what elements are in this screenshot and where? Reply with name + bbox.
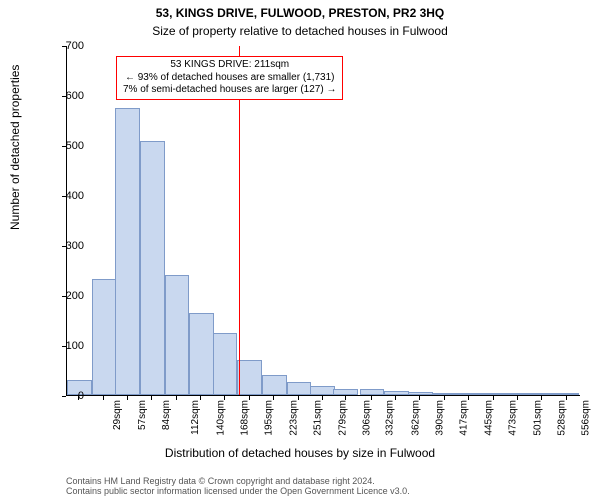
x-tick-mark bbox=[127, 396, 128, 400]
y-tick-mark bbox=[62, 396, 66, 397]
x-tick-label: 390sqm bbox=[435, 400, 446, 436]
x-tick-label: 223sqm bbox=[288, 400, 299, 436]
histogram-bar bbox=[165, 275, 190, 395]
histogram-bar bbox=[189, 313, 214, 396]
y-axis-label: Number of detached properties bbox=[8, 65, 22, 230]
x-tick-mark bbox=[444, 396, 445, 400]
y-tick-mark bbox=[62, 346, 66, 347]
x-tick-mark bbox=[517, 396, 518, 400]
x-tick-mark bbox=[566, 396, 567, 400]
reference-annotation-box: 53 KINGS DRIVE: 211sqm ← 93% of detached… bbox=[116, 56, 343, 100]
chart-title-address: 53, KINGS DRIVE, FULWOOD, PRESTON, PR2 3… bbox=[0, 6, 600, 20]
x-tick-mark bbox=[249, 396, 250, 400]
histogram-bar bbox=[310, 386, 335, 395]
x-tick-mark bbox=[493, 396, 494, 400]
x-tick-mark bbox=[395, 396, 396, 400]
annotation-line-2: ← 93% of detached houses are smaller (1,… bbox=[123, 72, 336, 85]
histogram-bar bbox=[360, 389, 385, 396]
annotation-line-3: 7% of semi-detached houses are larger (1… bbox=[123, 84, 336, 97]
x-tick-mark bbox=[419, 396, 420, 400]
x-tick-label: 112sqm bbox=[190, 400, 201, 435]
histogram-bar bbox=[333, 389, 358, 395]
x-tick-label: 140sqm bbox=[215, 400, 226, 436]
x-axis-label: Distribution of detached houses by size … bbox=[0, 446, 600, 460]
x-tick-mark bbox=[541, 396, 542, 400]
histogram-bar bbox=[457, 393, 482, 395]
y-tick-mark bbox=[62, 46, 66, 47]
x-tick-label: 251sqm bbox=[313, 400, 324, 436]
histogram-bar bbox=[433, 393, 458, 396]
y-tick-mark bbox=[62, 96, 66, 97]
x-tick-mark bbox=[371, 396, 372, 400]
x-tick-mark bbox=[322, 396, 323, 400]
histogram-bar bbox=[115, 108, 140, 396]
y-tick-mark bbox=[62, 146, 66, 147]
y-tick-mark bbox=[62, 296, 66, 297]
histogram-bar bbox=[555, 393, 580, 395]
x-tick-mark bbox=[78, 396, 79, 400]
x-tick-mark bbox=[224, 396, 225, 400]
x-tick-label: 445sqm bbox=[483, 400, 494, 436]
x-tick-mark bbox=[345, 396, 346, 400]
x-tick-mark bbox=[200, 396, 201, 400]
histogram-bar bbox=[92, 279, 117, 395]
x-tick-mark bbox=[298, 396, 299, 400]
x-tick-label: 168sqm bbox=[240, 400, 251, 436]
x-tick-mark bbox=[273, 396, 274, 400]
histogram-bar bbox=[213, 333, 238, 396]
x-tick-label: 332sqm bbox=[384, 400, 395, 436]
y-tick-mark bbox=[62, 246, 66, 247]
x-tick-label: 84sqm bbox=[161, 400, 172, 430]
annotation-line-1: 53 KINGS DRIVE: 211sqm bbox=[123, 59, 336, 72]
histogram-bar bbox=[384, 391, 409, 395]
x-tick-label: 279sqm bbox=[338, 400, 349, 436]
x-tick-mark bbox=[103, 396, 104, 400]
chart-title-description: Size of property relative to detached ho… bbox=[0, 24, 600, 38]
y-tick-mark bbox=[62, 196, 66, 197]
x-tick-label: 29sqm bbox=[112, 400, 123, 430]
x-tick-label: 195sqm bbox=[264, 400, 275, 436]
x-tick-label: 57sqm bbox=[137, 400, 148, 430]
x-tick-label: 362sqm bbox=[410, 400, 421, 436]
histogram-bar bbox=[140, 141, 165, 395]
histogram-bar bbox=[262, 375, 287, 395]
attribution-text: Contains HM Land Registry data © Crown c… bbox=[66, 476, 590, 496]
histogram-bar bbox=[408, 392, 433, 395]
histogram-bar bbox=[505, 393, 530, 395]
x-tick-mark bbox=[176, 396, 177, 400]
histogram-bar bbox=[482, 393, 507, 395]
x-tick-mark bbox=[468, 396, 469, 400]
histogram-bar bbox=[237, 360, 262, 395]
x-tick-label: 306sqm bbox=[361, 400, 372, 436]
x-tick-label: 501sqm bbox=[533, 400, 544, 436]
x-tick-label: 473sqm bbox=[508, 400, 519, 436]
x-tick-label: 417sqm bbox=[459, 400, 470, 436]
x-tick-label: 528sqm bbox=[556, 400, 567, 436]
histogram-bar bbox=[530, 393, 555, 395]
histogram-bar bbox=[287, 382, 312, 396]
x-tick-mark bbox=[151, 396, 152, 400]
x-tick-label: 556sqm bbox=[581, 400, 592, 436]
